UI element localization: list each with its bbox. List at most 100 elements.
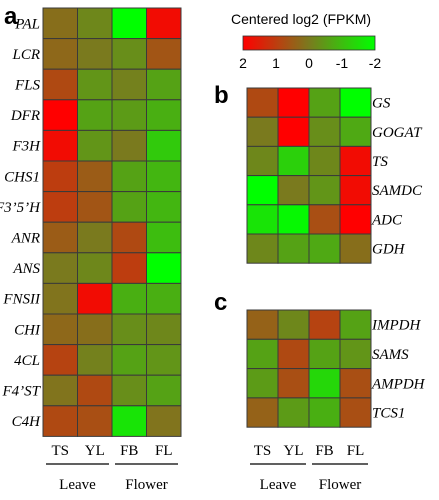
heatmap-cell-f4-st-yl [77, 374, 113, 407]
group-label-leave: Leave [260, 477, 297, 493]
colorbar-gradient [242, 35, 376, 51]
heatmap-cell-chs1-yl [77, 160, 113, 193]
column-label-fb: FB [120, 443, 138, 459]
heatmap-panel-c: IMPDH SAMS AMPDH TCS1 [246, 309, 426, 428]
heatmap-cell-pal-fl [146, 7, 182, 40]
panel-label-a: a [4, 3, 18, 30]
heatmap-cell-gogat-yl [277, 116, 310, 147]
heatmap-cell-dfr-ts [42, 99, 78, 131]
heatmap-cell-ampdh-ts [246, 368, 279, 399]
row-label-dfr: DFR [10, 108, 40, 124]
heatmap-cell-ans-fb [111, 252, 147, 284]
row-label-impdh: IMPDH [371, 318, 421, 334]
heatmap-cell-pal-yl [77, 7, 113, 40]
heatmap-cell-sams-fl [339, 338, 372, 370]
heatmap-cell-chs1-fb [111, 160, 147, 193]
heatmap-cell-f3h-yl [77, 129, 113, 162]
heatmap-cell-sams-yl [277, 338, 310, 370]
row-label-4cl: 4CL [14, 353, 40, 369]
row-label-lcr: LCR [11, 47, 40, 63]
heatmap-cell-gs-ts [246, 87, 279, 118]
heatmap-cell-gogat-fb [308, 116, 341, 147]
heatmap-cell-pal-ts [42, 7, 78, 40]
row-label-f3h: F3H [12, 139, 42, 155]
group-label-flower: Flower [319, 477, 362, 493]
heatmap-cell-f3h-fb [111, 129, 147, 162]
heatmap-cell-chi-fl [146, 313, 182, 346]
heatmap-cell-dfr-fb [111, 99, 147, 131]
heatmap-cell-chi-fb [111, 313, 147, 346]
heatmap-cell-tcs1-fl [339, 397, 372, 428]
heatmap-cell-c4h-yl [77, 405, 113, 437]
heatmap-cell-chi-ts [42, 313, 78, 346]
row-label-sams: SAMS [372, 347, 409, 363]
heatmap-cell-impdh-fb [308, 309, 341, 340]
row-label-samdc: SAMDC [372, 183, 423, 199]
heatmap-cell-ts-ts [246, 145, 279, 177]
heatmap-cell-ans-fl [146, 252, 182, 284]
heatmap-cell-fnsii-fb [111, 282, 147, 315]
colorbar-tick-label: -1 [336, 55, 349, 71]
row-label-anr: ANR [11, 231, 40, 247]
group-label-leave: Leave [59, 477, 96, 493]
heatmap-cell-lcr-ts [42, 38, 78, 70]
row-label-fls: FLS [14, 78, 41, 94]
heatmap-cell-gdh-ts [246, 233, 279, 264]
heatmap-cell-adc-ts [246, 204, 279, 235]
column-label-yl: YL [284, 443, 304, 459]
heatmap-cell-samdc-fl [339, 175, 372, 206]
heatmap-cell-ts-fb [308, 145, 341, 177]
heatmap-cell-chs1-fl [146, 160, 182, 193]
heatmap-cell-c4h-fl [146, 405, 182, 437]
heatmap-cell-samdc-fb [308, 175, 341, 206]
heatmap-cell-adc-fl [339, 204, 372, 235]
row-label-chi: CHI [14, 322, 41, 338]
heatmap-cell-f3h-ts [42, 129, 78, 162]
heatmap-cell-fnsii-fl [146, 282, 182, 315]
heatmap-cell-anr-yl [77, 221, 113, 254]
heatmap-cell-ampdh-fl [339, 368, 372, 399]
colorbar: Centered log2 (FPKM) 2 1 0 -1 -2 [231, 11, 381, 71]
heatmap-cell-sams-fb [308, 338, 341, 370]
panel-label-b: b [214, 82, 229, 109]
group-label-flower: Flower [125, 477, 168, 493]
colorbar-tick-label: 0 [305, 55, 313, 71]
heatmap-cell-gdh-yl [277, 233, 310, 264]
heatmap-cell-impdh-fl [339, 309, 372, 340]
heatmap-panel-b: GS GOGAT TS SAMDC ADC GDH [246, 87, 423, 264]
row-label-adc: ADC [371, 212, 403, 228]
column-labels-bc: TS YL FB FL Leave Flower [250, 443, 368, 493]
row-label-gdh: GDH [372, 242, 406, 258]
heatmap-cell-gdh-fb [308, 233, 341, 264]
heatmap-cell-anr-fb [111, 221, 147, 254]
column-labels-a: TS YL FB FL Leave Flower [46, 443, 178, 493]
heatmap-cell-4cl-ts [42, 344, 78, 376]
row-label-ts: TS [372, 154, 388, 170]
heatmap-cell-lcr-fb [111, 38, 147, 70]
heatmap-cell-fls-ts [42, 68, 78, 101]
column-label-yl: YL [85, 443, 105, 459]
heatmap-cell-dfr-yl [77, 99, 113, 131]
heatmap-cell-c4h-fb [111, 405, 147, 437]
column-label-fb: FB [315, 443, 333, 459]
heatmap-cell-f3-5-h-yl [77, 191, 113, 223]
heatmap-cell-gs-yl [277, 87, 310, 118]
colorbar-tick-label: -2 [369, 55, 382, 71]
colorbar-tick-label: 1 [272, 55, 280, 71]
heatmap-cell-samdc-ts [246, 175, 279, 206]
row-label-f3-5-h: F3’5’H [0, 200, 41, 216]
heatmap-cell-adc-yl [277, 204, 310, 235]
heatmap-cell-c4h-ts [42, 405, 78, 437]
column-label-ts: TS [51, 443, 69, 459]
column-label-ts: TS [254, 443, 272, 459]
heatmap-cell-gogat-fl [339, 116, 372, 147]
heatmap-cell-dfr-fl [146, 99, 182, 131]
heatmap-cell-chi-yl [77, 313, 113, 346]
heatmap-cell-f3-5-h-fl [146, 191, 182, 223]
heatmap-cell-4cl-fb [111, 344, 147, 376]
heatmap-cell-fnsii-yl [77, 282, 113, 315]
heatmap-cell-lcr-fl [146, 38, 182, 70]
heatmap-cell-lcr-yl [77, 38, 113, 70]
heatmap-cell-chs1-ts [42, 160, 78, 193]
